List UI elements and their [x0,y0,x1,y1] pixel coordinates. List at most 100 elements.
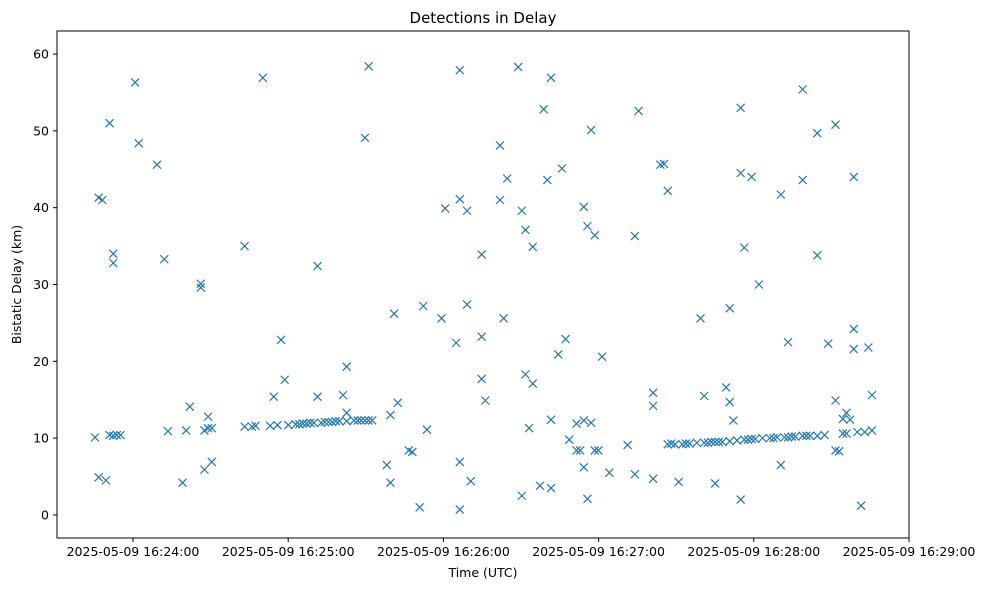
data-point [860,427,870,437]
data-point [743,435,753,445]
data-point [353,416,363,425]
data-point [466,476,476,486]
data-point [240,241,249,251]
data-point [561,334,571,344]
data-point [557,164,567,173]
data-point [108,258,118,268]
data-point [842,429,851,438]
data-point [389,309,399,319]
data-point [521,369,530,379]
data-point [831,120,840,130]
data-point [105,118,115,128]
data-point [108,431,118,441]
data-point [513,62,523,72]
data-point [666,439,676,448]
data-point [407,447,417,457]
data-point [499,313,508,323]
data-point [338,390,348,400]
data-point [203,423,213,433]
data-point [495,141,505,150]
data-point [360,133,370,143]
data-point [812,431,822,441]
data-point [579,416,589,425]
data-point [805,431,815,441]
data-point [276,335,286,345]
y-tick-label: 60 [33,47,49,62]
data-point [247,422,257,432]
data-point [535,481,545,491]
data-point [659,159,669,169]
data-point [298,419,308,428]
data-point [313,392,322,402]
data-point [455,457,465,467]
data-point [790,432,800,442]
data-point [572,419,581,428]
data-point [747,434,757,444]
data-point [867,390,877,400]
data-point [524,423,534,433]
data-point [725,436,735,446]
data-point [707,437,716,447]
data-point [480,396,490,405]
data-point [302,419,312,428]
y-tick-label: 20 [33,354,49,369]
x-tick-label: 2025-05-09 16:28:00 [687,544,820,559]
data-point [272,420,282,430]
data-point [495,195,505,205]
data-point [634,106,643,116]
data-point [798,175,808,185]
x-tick-label: 2025-05-09 16:29:00 [843,544,976,559]
data-point [838,429,848,438]
data-point [703,438,713,448]
data-point [455,65,465,75]
data-point [772,432,782,442]
data-point [331,416,341,426]
data-point [553,349,563,359]
data-point [725,303,735,313]
data-point [324,417,333,427]
data-point [572,446,581,455]
y-tick-label: 0 [41,507,49,522]
data-point [207,423,217,433]
data-point [714,437,724,447]
data-point [750,434,760,444]
data-point [528,379,538,389]
data-point [455,505,465,515]
data-point [280,375,290,385]
data-point [477,250,487,259]
data-point [575,446,585,455]
data-point [604,468,614,478]
data-point [593,446,603,455]
data-point [758,433,767,443]
data-point [313,261,322,271]
data-point [364,416,374,425]
data-point [867,426,877,435]
data-point [251,421,260,431]
data-point [586,418,596,428]
data-point [112,430,122,440]
data-point [831,446,840,455]
plot-frame [56,30,910,539]
data-point [539,104,549,114]
data-point [517,206,527,216]
data-point [798,84,808,94]
data-point [163,426,173,436]
y-tick-label: 50 [33,123,49,138]
data-point [721,383,731,392]
data-point [364,61,374,71]
data-point [196,279,206,289]
data-point [725,397,735,407]
data-point [134,138,144,148]
data-point [739,243,749,253]
data-point [586,125,596,135]
data-point [305,418,315,428]
data-point [477,332,487,342]
data-point [838,414,848,424]
data-point [736,103,746,113]
data-point [856,501,866,511]
data-point [418,301,428,311]
data-point [196,283,206,292]
y-axis-ticks: 0 10 20 30 40 50 60 [33,47,57,522]
data-point [590,446,600,455]
y-tick-label: 30 [33,277,49,292]
